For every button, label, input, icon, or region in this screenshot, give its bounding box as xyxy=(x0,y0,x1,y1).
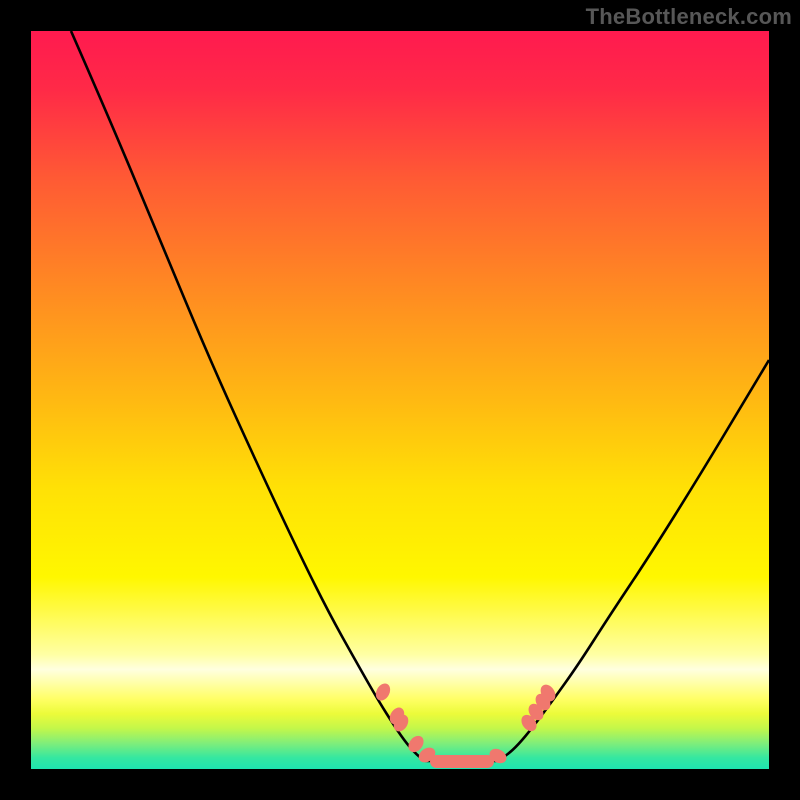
chart-container: { "watermark": { "text": "TheBottleneck.… xyxy=(0,0,800,800)
gradient-background xyxy=(31,31,769,769)
watermark-text: TheBottleneck.com xyxy=(586,4,792,30)
bottleneck-curve-chart xyxy=(0,0,800,800)
bead-bottom-bar xyxy=(430,755,494,768)
